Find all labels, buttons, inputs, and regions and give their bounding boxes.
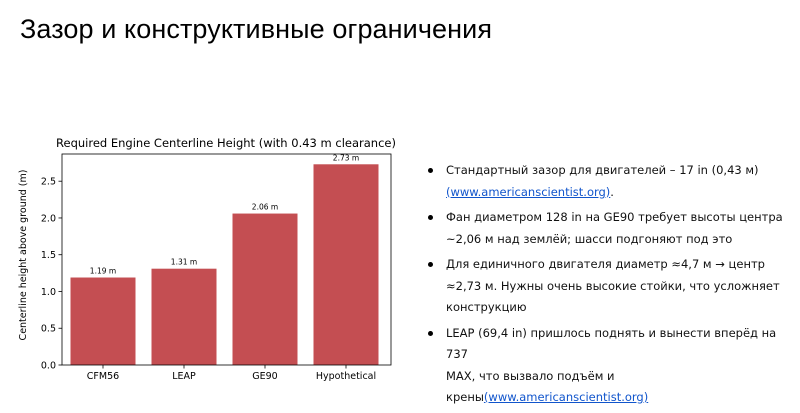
y-axis-label: Centerline height above ground (m) <box>18 170 29 341</box>
y-ticks-layer: 0.0 0.5 1.0 1.5 2.0 2.5 <box>41 177 62 371</box>
data-label-ge90: 2.06 m <box>252 203 278 212</box>
bars-layer <box>70 164 379 365</box>
bullet-text: Фан диаметром 128 in на GE90 требует выс… <box>446 210 783 224</box>
y-tick-label: 2.5 <box>41 177 56 188</box>
bullet-text: ~2,06 м над землёй; шасси подгоняют под … <box>446 231 733 246</box>
bullet-item: Фан диаметром 128 in на GE90 требует выс… <box>426 207 796 250</box>
bullet-text: MAX, что вызвало подъём и <box>446 368 615 383</box>
y-tick-label: 0.5 <box>41 324 56 335</box>
x-tick-label-ge90: GE90 <box>252 371 277 382</box>
bullet-text: конструкцию <box>446 300 527 314</box>
x-ticks-layer: CFM56 LEAP GE90 Hypothetical <box>87 365 376 382</box>
data-labels-layer: 1.19 m 1.31 m 2.06 m 2.73 m <box>90 153 359 275</box>
bullet-text: LEAP (69,4 in) пришлось поднять и вынест… <box>446 325 777 362</box>
data-label-leap: 1.31 m <box>171 258 197 267</box>
bullet-text: ≈2,73 м. Нужны очень высокие стойки, что… <box>446 278 780 293</box>
data-label-hypothetical: 2.73 m <box>333 153 359 162</box>
y-tick-label: 0.0 <box>41 360 56 371</box>
bullet-text: Для единичного двигателя диаметр ≈4,7 м … <box>446 257 765 271</box>
x-tick-label-hypothetical: Hypothetical <box>316 371 376 382</box>
bar-ge90 <box>232 213 298 365</box>
y-tick-label: 1.0 <box>41 287 56 298</box>
source-link[interactable]: (www.americanscientist.org) <box>483 390 649 404</box>
bullet-item: Стандартный зазор для двигателей – 17 in… <box>426 160 796 203</box>
bullet-list: Стандартный зазор для двигателей – 17 in… <box>426 160 796 413</box>
x-tick-label-leap: LEAP <box>172 371 196 382</box>
x-tick-label-cfm56: CFM56 <box>87 371 119 382</box>
bar-cfm56 <box>70 277 136 365</box>
y-tick-label: 2.0 <box>41 213 56 224</box>
source-link[interactable]: (www.americanscientist.org) <box>446 184 611 199</box>
bullet-item: LEAP (69,4 in) пришлось поднять и вынест… <box>426 323 796 409</box>
bullet-suffix: . <box>610 184 614 199</box>
plot-frame <box>61 153 392 366</box>
bar-hypothetical <box>313 164 379 365</box>
bullet-text: Стандартный зазор для двигателей – 17 in… <box>446 163 759 177</box>
bullet-item: Для единичного двигателя диаметр ≈4,7 м … <box>426 254 796 319</box>
data-label-cfm56: 1.19 m <box>90 267 116 276</box>
slide-title: Зазор и конструктивные ограничения <box>20 14 493 44</box>
bar-leap <box>151 268 217 365</box>
chart-title: Required Engine Centerline Height (with … <box>56 136 396 150</box>
bullet-text: крены <box>446 390 484 404</box>
y-tick-label: 1.5 <box>41 250 56 261</box>
